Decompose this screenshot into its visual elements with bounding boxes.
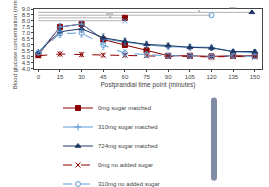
svg-text:8.0: 8.0 [22, 18, 31, 24]
svg-text:75: 75 [143, 74, 150, 80]
svg-text:8.5: 8.5 [22, 12, 31, 18]
svg-text:***: *** [106, 12, 114, 18]
svg-text:150: 150 [250, 74, 261, 80]
svg-text:7.0: 7.0 [22, 30, 31, 36]
svg-text:4.5: 4.5 [22, 60, 31, 66]
svg-text:60: 60 [122, 74, 129, 80]
svg-text:105: 105 [185, 74, 196, 80]
svg-text:0: 0 [37, 74, 41, 80]
svg-text:30: 30 [78, 74, 85, 80]
svg-text:0mg no added sugar: 0mg no added sugar [98, 162, 153, 168]
svg-text:Postprandial time point (minut: Postprandial time point (minutes) [100, 81, 195, 89]
svg-text:6.5: 6.5 [22, 36, 31, 42]
svg-text:7.5: 7.5 [22, 24, 31, 30]
svg-text:4.0: 4.0 [22, 66, 31, 72]
svg-text:0mg sugar matched: 0mg sugar matched [98, 105, 151, 111]
svg-text:724mg sugar matched: 724mg sugar matched [98, 143, 158, 149]
svg-text:310mg no added sugar: 310mg no added sugar [98, 181, 160, 187]
svg-text:15: 15 [57, 74, 64, 80]
svg-text:5.0: 5.0 [22, 54, 31, 60]
svg-text:Blood glucose concentration (m: Blood glucose concentration (mmol/L) [12, 0, 18, 89]
svg-text:*: * [198, 9, 201, 15]
svg-text:*: * [109, 15, 112, 21]
svg-text:90: 90 [165, 74, 172, 80]
svg-text:310mg sugar matched: 310mg sugar matched [98, 124, 158, 130]
svg-text:120: 120 [206, 74, 217, 80]
svg-text:9.0: 9.0 [22, 6, 31, 12]
svg-text:6.0: 6.0 [22, 42, 31, 48]
svg-text:***: *** [229, 6, 237, 12]
svg-text:45: 45 [100, 74, 107, 80]
svg-text:135: 135 [228, 74, 239, 80]
svg-text:5.5: 5.5 [22, 48, 31, 54]
